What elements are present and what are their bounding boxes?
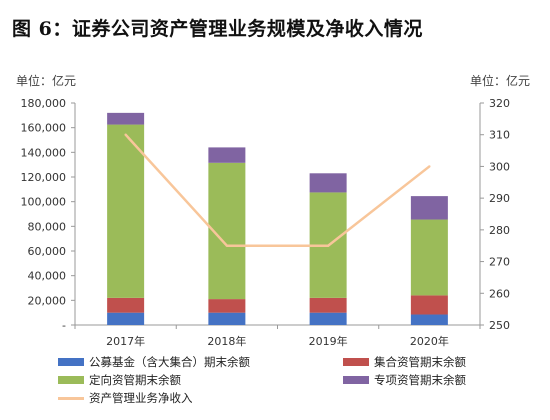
legend-swatch (343, 358, 369, 366)
bar-segment-series-3 (410, 219, 448, 296)
left-tick-label: 160,000 (21, 122, 67, 135)
chart-title: 图 6：证券公司资产管理业务规模及净收入情况 (12, 18, 423, 40)
bar-segment-series-4 (107, 112, 145, 125)
x-tick-label: 2020年 (410, 334, 449, 348)
right-tick-label: 270 (489, 256, 510, 269)
right-tick-label: 260 (489, 287, 510, 300)
right-tick-label: 310 (489, 129, 510, 142)
chart-plot: - 20,000 40,000 60,000 80,000 100,000 120,000 1… (21, 97, 511, 348)
left-axis-unit: 单位：亿元 (16, 74, 77, 88)
bar-segment-series-2 (208, 299, 246, 313)
legend-item: 专项资管期末余额 (343, 372, 466, 388)
bar-segment-series-3 (107, 124, 145, 298)
legend-item: 集合资管期末余额 (343, 354, 466, 370)
right-axis-unit: 单位：亿元 (470, 74, 531, 88)
bar-segment-series-4 (309, 173, 347, 193)
left-tick-label: 100,000 (21, 196, 67, 209)
legend-swatch (58, 358, 84, 366)
bar-segment-series-4 (410, 196, 448, 220)
legend-label: 资产管理业务净收入 (89, 391, 193, 405)
x-tick-label: 2017年 (106, 334, 145, 348)
right-tick-label: 300 (489, 160, 510, 173)
net-income-point (428, 165, 431, 168)
legend-item: 资产管理业务净收入 (58, 390, 193, 406)
left-tick-label: - (62, 319, 66, 332)
right-tick-label: 320 (489, 97, 510, 110)
net-income-point (124, 133, 127, 136)
legend-swatch (343, 376, 369, 384)
bar-segment-series-1 (208, 312, 246, 325)
legend-swatch (58, 396, 84, 400)
right-tick-label: 290 (489, 192, 510, 205)
legend-label: 集合资管期末余额 (374, 355, 466, 369)
legend-item: 公募基金（含大集合）期末余额 (58, 354, 250, 370)
x-tick-label: 2019年 (309, 334, 348, 348)
x-tick-label: 2018年 (207, 334, 246, 348)
legend-swatch (58, 376, 84, 384)
right-tick-label: 250 (489, 319, 510, 332)
legend-item: 定向资管期末余额 (58, 372, 181, 388)
left-tick-label: 40,000 (28, 270, 67, 283)
net-income-line (124, 133, 431, 247)
bar-segment-series-1 (309, 312, 347, 325)
left-tick-label: 60,000 (28, 245, 67, 258)
bar-segment-series-2 (107, 297, 145, 313)
legend-label: 公募基金（含大集合）期末余额 (89, 355, 250, 369)
bar-segment-series-1 (410, 314, 448, 325)
left-tick-label: 140,000 (21, 146, 67, 159)
bar-segment-series-2 (309, 297, 347, 313)
bar-segment-series-2 (410, 295, 448, 315)
left-tick-label: 20,000 (28, 294, 67, 307)
right-tick-label: 280 (489, 224, 510, 237)
net-income-point (225, 244, 229, 247)
net-income-point (326, 244, 330, 247)
bar-segment-series-4 (208, 147, 246, 163)
legend-label: 专项资管期末余额 (374, 373, 466, 387)
left-tick-label: 180,000 (21, 97, 67, 110)
legend-label: 定向资管期末余额 (89, 373, 181, 387)
bar-segment-series-1 (107, 312, 145, 325)
left-tick-label: 80,000 (28, 220, 67, 233)
left-tick-label: 120,000 (21, 171, 67, 184)
